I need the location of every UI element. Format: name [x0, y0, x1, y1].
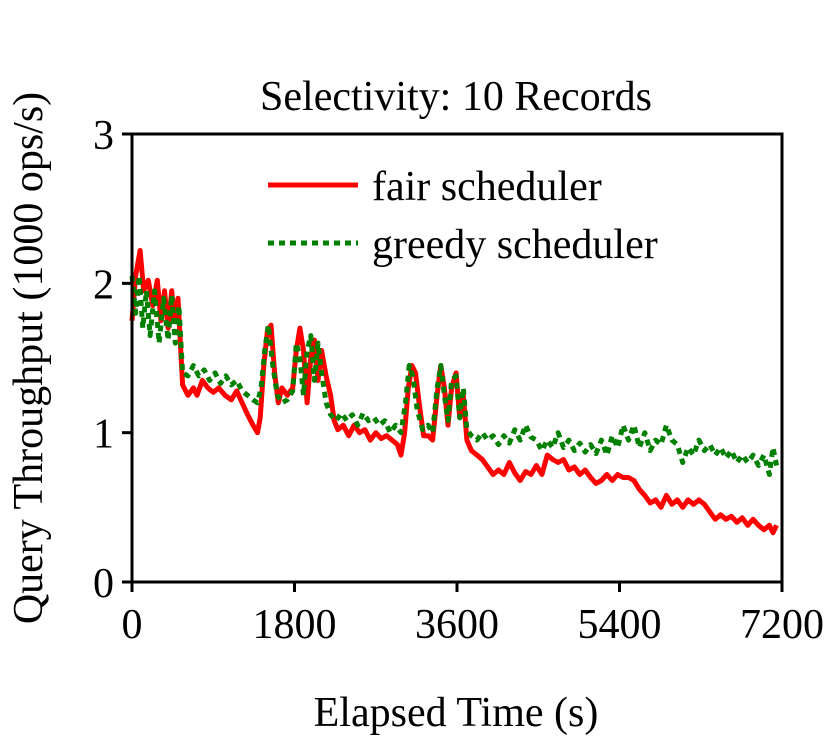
x-tick-label: 5400 — [578, 602, 662, 648]
chart-title: Selectivity: 10 Records — [260, 74, 652, 120]
legend-label-fair-scheduler: fair scheduler — [372, 164, 602, 210]
series-line-fair-scheduler — [129, 248, 779, 536]
y-tick-label: 2 — [93, 262, 114, 308]
x-axis-label: Elapsed Time (s) — [314, 690, 599, 736]
legend: fair scheduler greedy scheduler — [268, 164, 658, 268]
x-axis-ticks: 0 1800 3600 5400 7200 — [122, 582, 824, 648]
y-tick-label: 0 — [93, 561, 114, 607]
series-line-greedy-scheduler — [129, 273, 780, 477]
legend-label-greedy-scheduler: greedy scheduler — [372, 222, 658, 268]
y-tick-label: 1 — [93, 412, 114, 458]
x-tick-label: 3600 — [415, 602, 499, 648]
x-tick-label: 7200 — [740, 602, 824, 648]
y-axis-ticks: 0 1 2 3 — [93, 113, 132, 607]
y-axis-label: Query Throughput (1000 ops/s) — [6, 92, 52, 624]
series-layer — [129, 248, 780, 536]
x-tick-label: 0 — [122, 602, 143, 648]
x-tick-label: 1800 — [253, 602, 337, 648]
y-tick-label: 3 — [93, 113, 114, 159]
